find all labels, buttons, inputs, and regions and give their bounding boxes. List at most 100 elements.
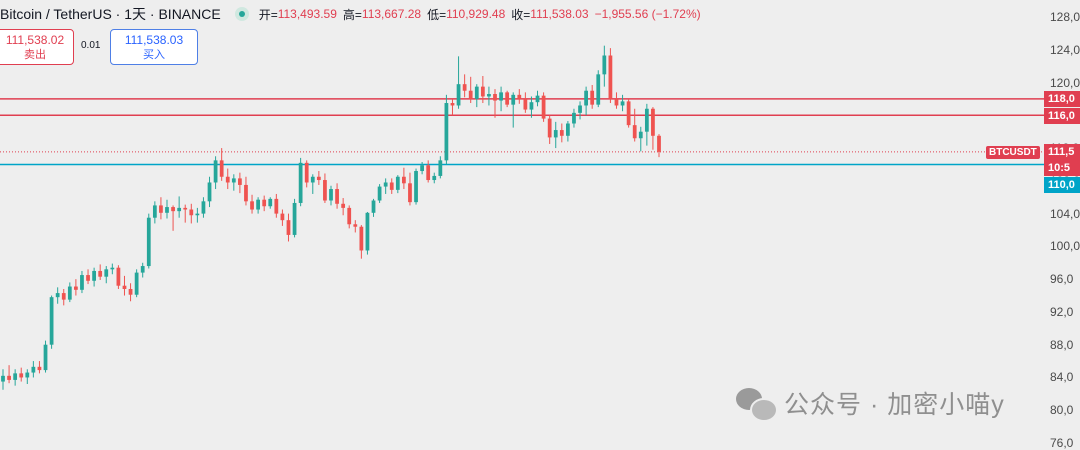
candle-body — [298, 162, 303, 203]
price-axis-tick: 120,0 — [1050, 75, 1080, 90]
candle-body — [432, 175, 437, 181]
candle-body — [244, 184, 248, 202]
symbol-tag: BTCUSDT — [986, 146, 1040, 159]
candle-body — [250, 201, 254, 210]
price-axis-tick: 84,0 — [1050, 370, 1074, 385]
candle-body — [219, 160, 224, 177]
price-axis-tick: 128,0 — [1050, 10, 1080, 24]
candle-body — [61, 293, 66, 300]
candle-body — [602, 55, 607, 75]
candle-body — [353, 224, 358, 227]
candle-body — [493, 94, 497, 101]
chart-background — [0, 0, 1045, 447]
candle-body — [626, 101, 631, 126]
resistance-2-tag: 116,0 — [1044, 108, 1080, 124]
candle-body — [189, 209, 194, 216]
candle-body — [450, 103, 455, 106]
candle-body — [347, 207, 352, 225]
candle-body — [517, 94, 522, 99]
buy-price: 111,538.03 — [124, 33, 184, 47]
visibility-eye-icon[interactable] — [234, 7, 249, 21]
candle-body — [541, 95, 546, 119]
candle-body — [304, 162, 309, 183]
candle-body — [1, 375, 5, 382]
candle-body — [584, 90, 588, 106]
candle-body — [213, 160, 218, 183]
sell-price: 111,538.02 — [5, 33, 65, 47]
candle-body — [408, 183, 412, 203]
candle-body — [231, 178, 236, 183]
candle-body — [128, 288, 133, 295]
candle-body — [329, 189, 333, 201]
candle-body — [116, 267, 121, 286]
candle-body — [256, 199, 260, 210]
candle-body — [389, 182, 394, 190]
candle-body — [535, 95, 540, 103]
candle-body — [438, 160, 443, 176]
horizontal-levels — [0, 98, 1045, 166]
buy-button[interactable]: 111,538.03 买入 — [110, 29, 198, 65]
candle-body — [134, 272, 139, 295]
candle-body — [553, 130, 558, 138]
high-label: 高= — [342, 7, 362, 22]
price-axis-tick: 76,0 — [1050, 436, 1074, 450]
candle-body — [480, 86, 485, 97]
candle-body — [341, 203, 346, 208]
candle-body — [286, 220, 291, 235]
candle-body — [614, 98, 619, 106]
candle-body — [529, 102, 534, 110]
candle-body — [572, 112, 576, 124]
price-axis-tick: 88,0 — [1050, 337, 1074, 352]
candle-body — [165, 207, 169, 213]
candle-body — [651, 108, 655, 136]
candle-body — [7, 375, 11, 380]
candle-body — [323, 180, 327, 201]
open-label: 开= — [258, 7, 278, 22]
candle-body — [547, 118, 552, 138]
candle-body — [474, 86, 479, 99]
candle-body — [456, 84, 461, 106]
candle-body — [225, 176, 230, 183]
candle-body — [67, 286, 72, 300]
candle-body — [31, 366, 36, 373]
candle-body — [280, 213, 285, 221]
candle-body — [86, 275, 90, 281]
wechat-icon — [736, 386, 778, 422]
candle-body — [632, 125, 637, 139]
candle-body — [146, 217, 151, 267]
watermark-text: 公众号 · 加密小喵y — [784, 391, 1005, 419]
candle-body — [195, 213, 200, 216]
candle-body — [590, 90, 595, 105]
candle-body — [359, 226, 364, 251]
candle-body — [49, 297, 54, 345]
last-price-tag: 111,5 — [1044, 144, 1080, 160]
candle-body — [644, 108, 649, 132]
symbol-title[interactable]: Bitcoin / TetherUS · 1天 · BINANCE — [0, 6, 221, 22]
candle-body — [92, 270, 96, 281]
price-axis-tick: 80,0 — [1050, 403, 1074, 418]
price-axis-tick: 96,0 — [1050, 272, 1074, 287]
candle-body — [80, 275, 84, 290]
candle-body — [657, 135, 661, 152]
support-tag: 110,0 — [1044, 177, 1080, 193]
candle-body — [274, 198, 279, 214]
candle-body — [371, 200, 376, 213]
sell-button[interactable]: 111,538.02 卖出 — [0, 29, 74, 65]
candle-body — [383, 182, 388, 187]
sell-label: 卖出 — [24, 49, 46, 61]
price-axis — [1045, 0, 1080, 447]
candle-body — [74, 286, 78, 290]
candle-body — [268, 198, 273, 207]
candle-body — [596, 74, 601, 105]
symbol-legend: Bitcoin / TetherUS · 1天 · BINANCE 开= 113,… — [0, 3, 707, 25]
candle-body — [395, 176, 400, 190]
candle-body — [608, 55, 613, 99]
candle-body — [414, 171, 418, 203]
candle-body — [377, 186, 382, 201]
low-value: 110,929.48 — [446, 7, 506, 21]
candle-body — [292, 202, 297, 235]
price-axis-tick: 124,0 — [1050, 42, 1080, 57]
candle-body — [262, 199, 267, 207]
candle-body — [505, 92, 510, 105]
